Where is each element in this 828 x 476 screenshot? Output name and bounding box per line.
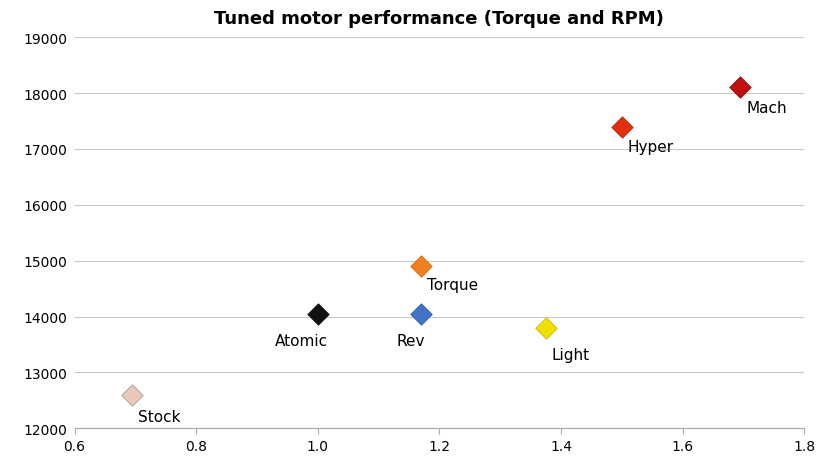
Text: Rev: Rev (397, 334, 425, 348)
Text: Hyper: Hyper (627, 139, 673, 155)
Text: Stock: Stock (138, 409, 181, 424)
Point (414, 263, 427, 270)
Text: Mach: Mach (745, 100, 786, 116)
Point (414, 310, 427, 318)
Title: Tuned motor performance (Torque and RPM): Tuned motor performance (Torque and RPM) (214, 10, 663, 28)
Text: Atomic: Atomic (275, 334, 328, 348)
Text: Torque: Torque (426, 278, 478, 293)
Point (614, 123, 628, 131)
Point (310, 310, 324, 318)
Point (733, 84, 746, 92)
Text: Light: Light (551, 347, 590, 363)
Point (126, 391, 139, 399)
Point (538, 324, 551, 332)
